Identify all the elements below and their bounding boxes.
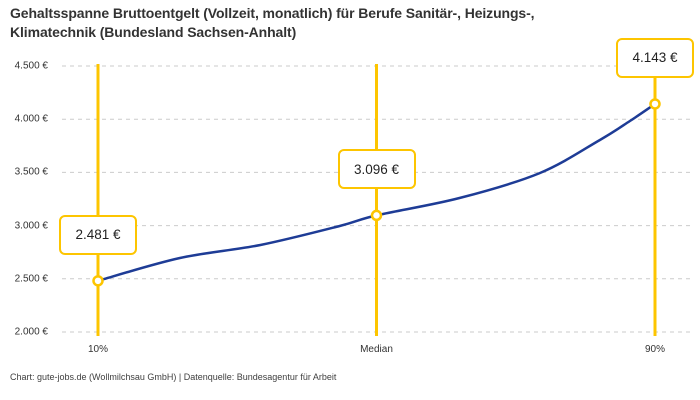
value-callout-10pct: 2.481 € — [59, 214, 137, 255]
value-callout-90pct-label: 4.143 € — [632, 50, 678, 66]
data-point-marker-0 — [92, 275, 104, 287]
value-callout-90pct: 4.143 € — [616, 37, 694, 78]
y-axis-tick-4500: 4.500 € — [14, 60, 48, 72]
y-axis-tick-2000: 2.000 € — [14, 326, 48, 338]
salary-curve — [96, 102, 657, 283]
value-callout-median-label: 3.096 € — [353, 161, 400, 177]
y-axis-tick-2500: 2.500 € — [14, 273, 48, 285]
chart-title-line-1: Gehaltsspanne Bruttoentgelt (Vollzeit, m… — [10, 5, 535, 21]
data-point-marker-1 — [370, 209, 383, 222]
data-point-marker-2 — [649, 98, 661, 110]
x-axis-tick-median: Median — [360, 344, 393, 355]
chart-title: Gehaltsspanne Bruttoentgelt (Vollzeit, m… — [10, 4, 690, 42]
value-callout-10pct-label: 2.481 € — [75, 227, 121, 243]
chart-attribution: Chart: gute-jobs.de (Wollmilchsau GmbH) … — [10, 372, 337, 382]
value-callout-median: 3.096 € — [337, 149, 416, 190]
chart-title-line-2: Klimatechnik (Bundesland Sachsen-Anhalt) — [10, 24, 297, 40]
x-axis-tick-90pct: 90% — [644, 344, 666, 355]
x-axis-tick-10pct: 10% — [87, 344, 109, 355]
y-axis-tick-3500: 3.500 € — [14, 166, 48, 178]
y-axis-tick-4000: 4.000 € — [14, 113, 48, 125]
y-axis-tick-3000: 3.000 € — [14, 220, 48, 232]
